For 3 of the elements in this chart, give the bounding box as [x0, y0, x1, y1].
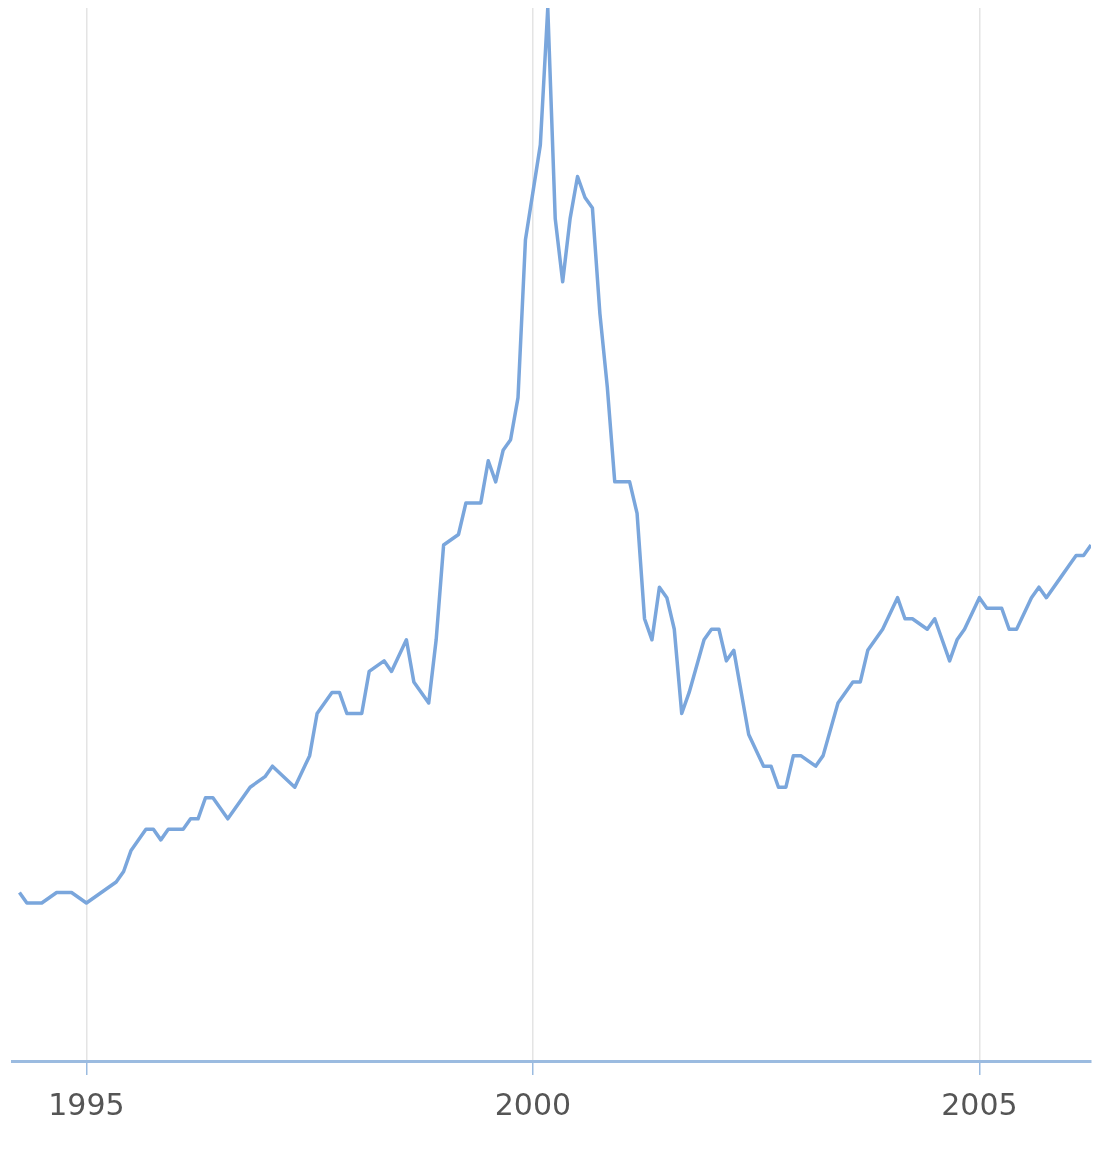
x-tick-label: 2000 — [494, 1086, 572, 1122]
x-tick-label: 1995 — [48, 1086, 125, 1122]
x-tick-label: 2005 — [941, 1086, 1018, 1122]
